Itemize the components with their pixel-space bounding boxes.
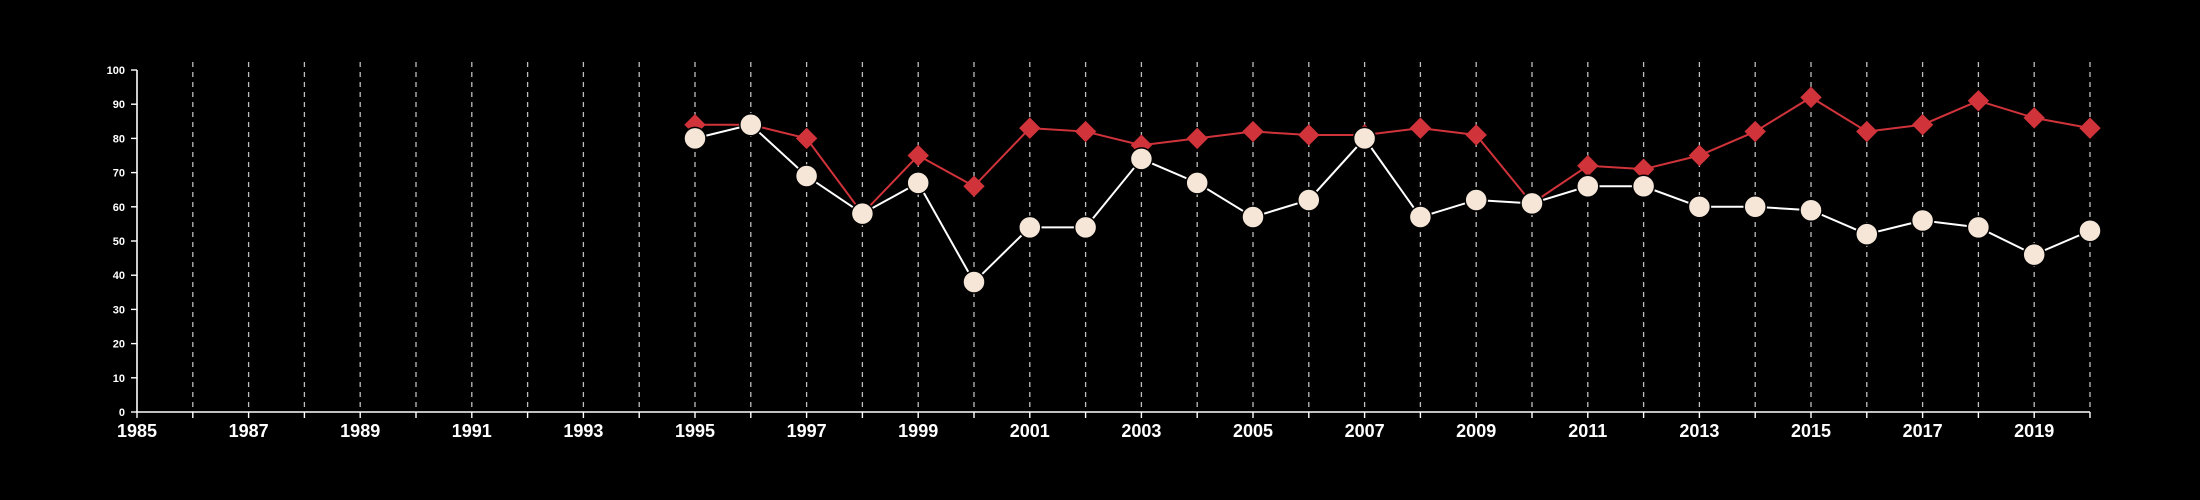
series-1-point (1298, 124, 1320, 146)
series-2-point (1073, 215, 1098, 240)
series-2-point (1687, 195, 1712, 219)
series-1-point (1911, 114, 1934, 136)
series-2-point (1129, 147, 1154, 171)
x-tick-label: 1991 (452, 421, 492, 441)
axes: 0 10 20 30 40 50 60 70 80 90 100 1985 1987 1989 1991 19… (107, 65, 2091, 441)
series-1-point (1019, 117, 1041, 139)
series-2-point (1743, 195, 1767, 219)
series-1-point (1186, 127, 1208, 150)
series-2-point (1018, 215, 1042, 240)
x-tick-label: 2017 (1903, 421, 1943, 441)
y-tick-label: 90 (113, 99, 125, 111)
series-2-point (1408, 205, 1433, 229)
series-group (683, 86, 2102, 294)
y-tick-label: 80 (113, 133, 125, 145)
series-1-point (1465, 124, 1487, 146)
series-2-point (1799, 198, 1823, 222)
series-2-point (906, 171, 930, 195)
y-tick-label: 40 (113, 270, 125, 282)
series-1-point (1688, 144, 1711, 167)
series-1-point (963, 175, 985, 197)
y-tick-label: 60 (113, 202, 125, 214)
series-2-line (694, 123, 2091, 284)
series-2-point (739, 112, 763, 137)
x-tick-label: 2019 (2014, 421, 2054, 441)
series-2-point (1910, 208, 1935, 233)
series-1-point (1800, 86, 1822, 109)
y-tick-label: 70 (113, 168, 125, 180)
x-tick-label: 1985 (117, 421, 157, 441)
series-1-point (1242, 120, 1264, 143)
series-2-point (1855, 222, 1879, 246)
x-tick-label: 1997 (787, 421, 827, 441)
series-1-point (1577, 155, 1599, 177)
y-tick-label: 100 (107, 65, 125, 77)
x-tick-label: 2005 (1233, 421, 1273, 441)
series-2-point (2078, 218, 2102, 243)
series-1-point (1967, 90, 1990, 112)
x-tick-label: 2001 (1010, 421, 1050, 441)
series-1-point (1744, 120, 1766, 143)
series-2-point (1576, 174, 1600, 199)
series-2-point (1352, 126, 1377, 151)
grid-lines (192, 62, 2091, 412)
series-2-point (1241, 205, 1265, 229)
x-tick-label: 1999 (898, 421, 938, 441)
x-tick-label: 2013 (1679, 421, 1719, 441)
y-tick-label: 0 (119, 407, 125, 419)
y-tick-label: 50 (113, 236, 125, 248)
series-1-point (2079, 117, 2101, 139)
series-1-point (1409, 117, 1432, 139)
series-1-point (2023, 107, 2045, 129)
series-1-point (1856, 120, 1878, 143)
series-1-line (695, 96, 2091, 216)
x-tick-label: 2007 (1345, 421, 1385, 441)
y-tick-label: 20 (113, 339, 125, 351)
series-2-point (1185, 171, 1209, 195)
series-1-point (795, 127, 818, 150)
series-2-point (1464, 188, 1488, 212)
x-tick-label: 2009 (1456, 421, 1496, 441)
series-2-point (962, 270, 986, 294)
y-tick-label: 30 (113, 304, 125, 316)
series-1-point (907, 144, 929, 167)
x-tick-label: 2011 (1568, 421, 1607, 441)
series-1-point (1074, 120, 1097, 143)
series-2-point (1520, 191, 1544, 216)
y-tick-label: 10 (113, 373, 125, 385)
x-tick-label: 1993 (563, 421, 603, 441)
x-tick-label: 2015 (1791, 421, 1831, 441)
x-tick-label: 1989 (340, 421, 380, 441)
series-2-point (683, 126, 707, 151)
series-2-point (850, 201, 875, 226)
series-2-point (2022, 242, 2046, 267)
x-tick-label: 2003 (1121, 421, 1161, 441)
series-2-point (1297, 188, 1321, 212)
x-tick-label: 1987 (229, 421, 269, 441)
x-tick-label: 1995 (675, 421, 715, 441)
series-2-point (1966, 215, 1991, 240)
series-2-point (1631, 174, 1656, 199)
series-2-point (794, 164, 819, 188)
